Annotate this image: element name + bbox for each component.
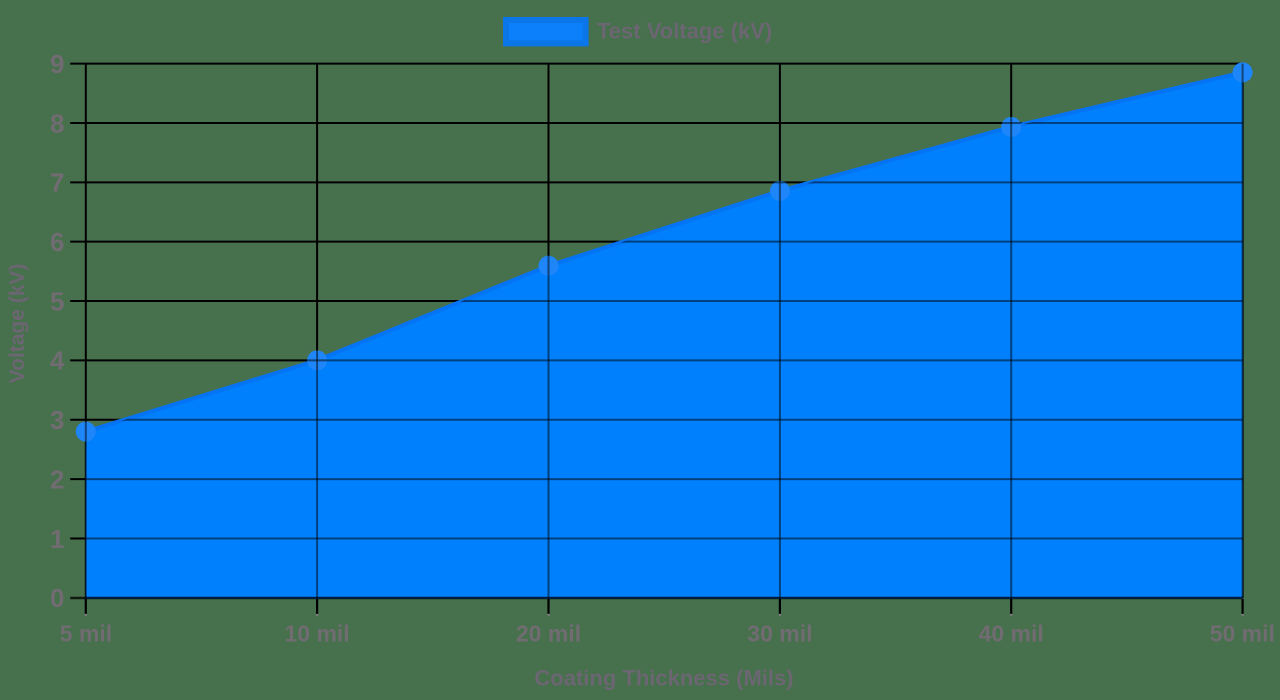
svg-text:Voltage (kV): Voltage (kV): [6, 264, 29, 384]
svg-text:40 mil: 40 mil: [979, 621, 1044, 647]
svg-text:7: 7: [50, 168, 64, 198]
svg-text:20 mil: 20 mil: [516, 621, 581, 647]
svg-text:4: 4: [50, 346, 65, 376]
svg-text:Test Voltage (kV): Test Voltage (kV): [597, 19, 772, 44]
svg-text:30 mil: 30 mil: [747, 621, 812, 647]
svg-text:Coating Thickness (Mils): Coating Thickness (Mils): [534, 666, 793, 691]
svg-text:1: 1: [50, 524, 64, 554]
svg-text:5 mil: 5 mil: [60, 621, 112, 647]
svg-text:10 mil: 10 mil: [284, 621, 349, 647]
svg-text:6: 6: [50, 227, 64, 257]
svg-text:5: 5: [50, 286, 64, 316]
svg-text:3: 3: [50, 405, 64, 435]
svg-text:50 mil: 50 mil: [1210, 621, 1275, 647]
svg-text:0: 0: [50, 583, 64, 613]
svg-text:2: 2: [50, 464, 64, 494]
svg-text:8: 8: [50, 108, 64, 138]
svg-text:9: 9: [50, 49, 64, 79]
